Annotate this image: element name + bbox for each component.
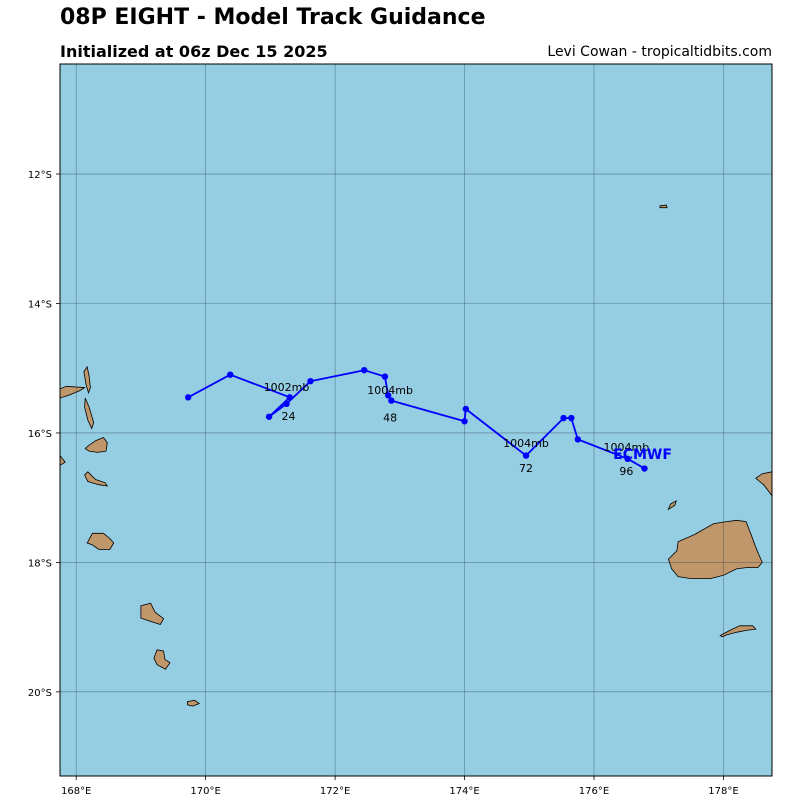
- track-label: 48: [383, 411, 397, 424]
- tanna-island: [153, 649, 171, 670]
- lon-tick-label: 170°E: [190, 786, 220, 797]
- track-point: [388, 397, 395, 404]
- rotuma-islet: [667, 500, 677, 511]
- track-point: [184, 394, 192, 401]
- track-point: [286, 394, 293, 401]
- track-label: 1002mb: [264, 381, 310, 394]
- lat-tick-label: 16°S: [28, 429, 52, 440]
- erromango-island: [140, 602, 165, 625]
- track-point: [568, 414, 575, 422]
- model-name-label: ECMWF: [613, 447, 672, 463]
- lat-tick-label: 18°S: [28, 558, 52, 569]
- track-label: 72: [519, 462, 533, 475]
- ocean-background: [60, 64, 772, 776]
- track-point: [461, 418, 468, 425]
- track-point: [641, 465, 648, 472]
- kadavu-island: [719, 625, 757, 638]
- track-point: [624, 455, 631, 463]
- lat-tick-label: 12°S: [28, 170, 52, 181]
- lon-tick-label: 178°E: [708, 786, 738, 797]
- lat-tick-label: 20°S: [28, 688, 52, 699]
- author-credit: Levi Cowan - tropicaltidbits.com: [547, 44, 772, 60]
- lon-tick-label: 172°E: [320, 786, 350, 797]
- vanua-levu-fragment: [755, 471, 772, 497]
- malakula-fragment: [60, 454, 66, 466]
- map-content: 1002mb 24 1004mb 48 1004mb 72 1004mb 96 ECMWF: [60, 64, 772, 776]
- map-title: 08P EIGHT - Model Track Guidance: [60, 5, 486, 30]
- aneityum-island: [187, 699, 201, 707]
- map-frame: [59, 63, 773, 777]
- maewo-island: [84, 397, 95, 430]
- track-point: [283, 400, 290, 408]
- track-label: 1004mb: [367, 384, 413, 397]
- track-label: 1004mb: [604, 441, 650, 454]
- init-time-subtitle: Initialized at 06z Dec 15 2025: [60, 42, 328, 61]
- track-point: [381, 373, 389, 380]
- epi-island: [84, 471, 109, 487]
- track-point: [522, 452, 530, 459]
- track-label: 1004mb: [503, 437, 549, 450]
- track-point: [560, 414, 567, 422]
- track-point: [384, 392, 392, 399]
- lat-tick-label: 14°S: [28, 299, 52, 310]
- track-point: [227, 371, 234, 378]
- lon-tick-label: 176°E: [579, 786, 609, 797]
- track-point: [574, 436, 582, 443]
- track-point: [307, 377, 314, 385]
- track-point: [462, 405, 470, 413]
- track-label: 96: [619, 465, 633, 478]
- lon-tick-label: 168°E: [61, 786, 91, 797]
- viti-levu-island: [667, 519, 763, 579]
- track-point: [361, 366, 368, 374]
- ambrym-island: [84, 437, 108, 453]
- banks-island-1: [60, 385, 86, 399]
- futuna-islet: [659, 204, 668, 209]
- lon-tick-label: 174°E: [449, 786, 479, 797]
- espiritu-santo-islet: [83, 365, 91, 395]
- track-label: 24: [281, 410, 295, 423]
- efate-island: [86, 532, 115, 550]
- track-point: [265, 413, 273, 420]
